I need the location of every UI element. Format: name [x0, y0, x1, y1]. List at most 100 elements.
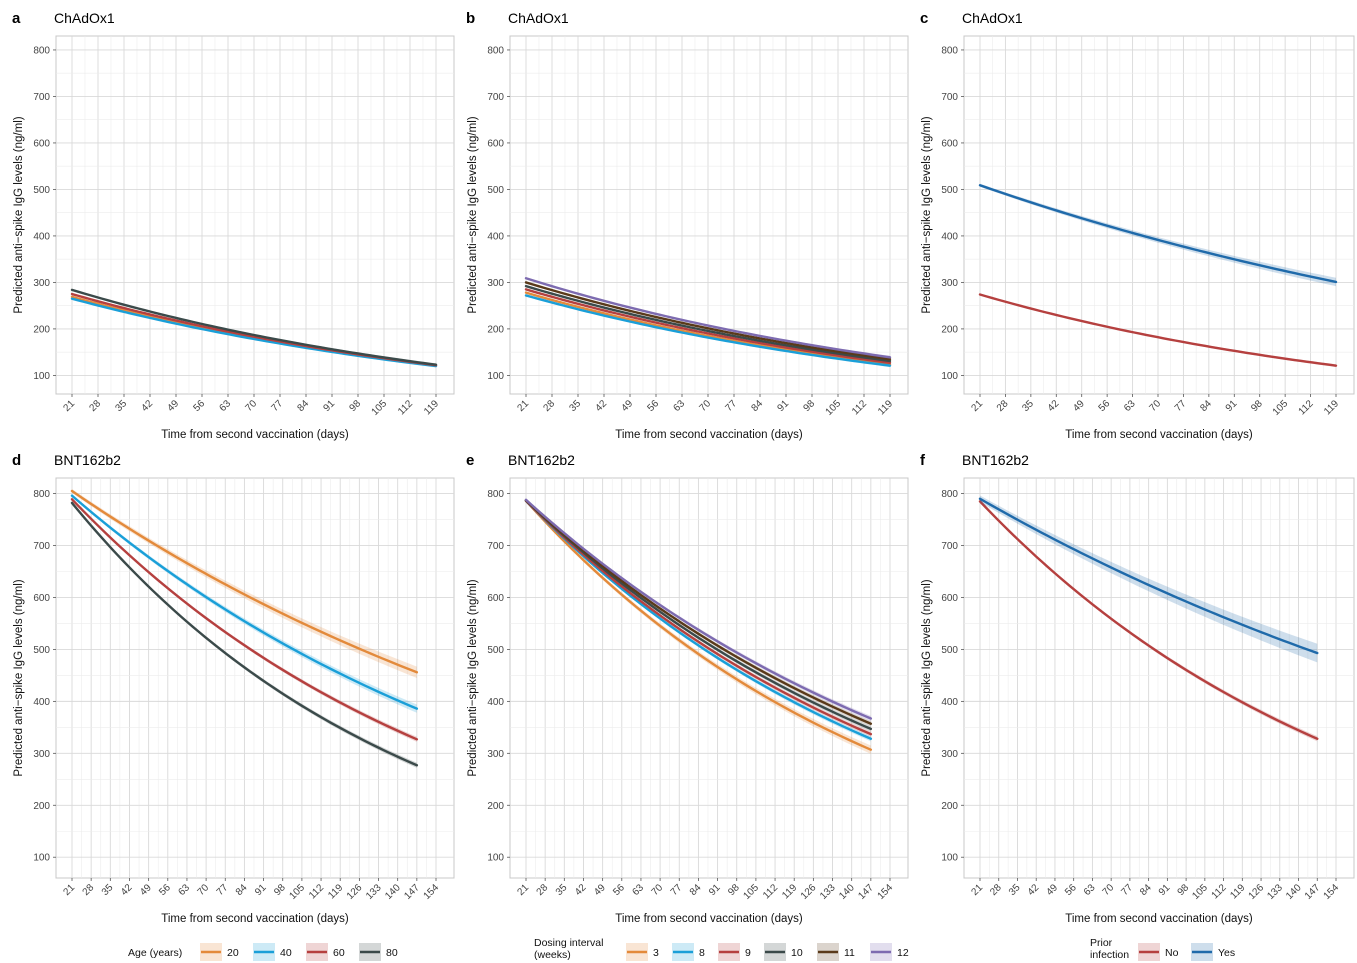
series-line-10: [524, 284, 892, 363]
x-tick-label: 56: [611, 882, 627, 898]
series-line-20: [70, 489, 419, 674]
series-line-11: [524, 499, 873, 725]
x-tick-label: 119: [422, 398, 441, 417]
legend-label-80: 80: [386, 947, 398, 959]
x-tick-label: 84: [1138, 882, 1154, 898]
legend-title: Age (years): [128, 947, 182, 959]
panel-title: ChAdOx1: [962, 10, 1023, 26]
x-tick-label: 119: [780, 882, 799, 901]
x-tick-label: 21: [61, 882, 77, 898]
y-axis-label: Predicted anti−spike IgG levels (ng/ml): [13, 579, 25, 776]
x-tick-label: 42: [593, 398, 609, 414]
x-tick-label: 56: [1063, 882, 1079, 898]
y-tick-label: 200: [941, 801, 958, 812]
x-tick-label: 140: [837, 882, 857, 902]
x-axis-label: Time from second vaccination (days): [161, 429, 349, 441]
x-tick-label: 70: [243, 398, 259, 414]
y-tick-label: 200: [941, 324, 958, 335]
y-tick-label: 700: [33, 541, 50, 552]
y-tick-label: 400: [487, 697, 504, 708]
x-axis-label: Time from second vaccination (days): [1065, 429, 1253, 441]
y-tick-label: 500: [33, 645, 50, 656]
series-line-10: [524, 499, 873, 731]
x-tick-label: 133: [364, 882, 384, 902]
y-tick-label: 200: [33, 324, 50, 335]
series-line-80: [70, 288, 438, 366]
x-tick-label: 77: [1173, 398, 1189, 414]
legend-title-cont: infection: [1090, 949, 1129, 961]
y-tick-label: 400: [33, 231, 50, 242]
y-tick-label: 200: [33, 801, 50, 812]
panel-c: 100 200 300 400 500 600 700 800 21 28 35 42 49 56 63 70…: [920, 10, 1355, 441]
y-tick-label: 500: [33, 185, 50, 196]
x-tick-label: 105: [287, 882, 307, 902]
y-tick-label: 700: [487, 541, 504, 552]
x-tick-label: 112: [1297, 398, 1316, 417]
x-tick-label: 112: [850, 398, 869, 417]
x-tick-label: 63: [1082, 882, 1098, 898]
y-tick-label: 300: [33, 278, 50, 289]
series-line-60: [70, 498, 419, 741]
y-tick-label: 100: [941, 853, 958, 864]
x-tick-label: 63: [217, 398, 233, 414]
series-line-Yes: [978, 184, 1338, 284]
y-tick-label: 300: [487, 749, 504, 760]
x-tick-label: 56: [1097, 398, 1113, 414]
x-tick-label: 28: [541, 398, 557, 414]
y-tick-label: 200: [487, 801, 504, 812]
x-tick-label: 112: [761, 882, 780, 901]
legend-label-40: 40: [280, 947, 292, 959]
y-axis-label: Predicted anti−spike IgG levels (ng/ml): [921, 116, 933, 313]
y-axis-label: Predicted anti−spike IgG levels (ng/ml): [921, 579, 933, 776]
x-tick-label: 91: [775, 398, 791, 414]
y-tick-label: 700: [941, 541, 958, 552]
series-line-11: [524, 281, 892, 361]
x-axis-label: Time from second vaccination (days): [615, 913, 803, 925]
x-tick-label: 49: [592, 882, 608, 898]
y-tick-label: 500: [941, 645, 958, 656]
x-tick-label: 70: [650, 882, 666, 898]
x-tick-label: 119: [1322, 398, 1341, 417]
x-tick-label: 63: [671, 398, 687, 414]
panel-a: 100 200 300 400 500 600 700 800 21 28 35 42 49 56 63 70…: [12, 10, 455, 441]
legend-title: Prior: [1090, 937, 1113, 949]
y-tick-label: 300: [941, 278, 958, 289]
y-tick-label: 100: [487, 371, 504, 382]
x-tick-label: 119: [1228, 882, 1247, 901]
x-tick-label: 133: [1265, 882, 1285, 902]
x-tick-label: 28: [87, 398, 103, 414]
x-tick-label: 112: [1210, 882, 1229, 901]
y-tick-label: 600: [487, 138, 504, 149]
series-line-40: [70, 494, 419, 710]
x-tick-label: 70: [697, 398, 713, 414]
x-tick-label: 147: [402, 882, 422, 902]
y-tick-label: 800: [487, 489, 504, 500]
x-tick-label: 77: [1119, 882, 1135, 898]
y-tick-label: 400: [487, 231, 504, 242]
x-axis-label: Time from second vaccination (days): [615, 429, 803, 441]
x-tick-label: 63: [176, 882, 192, 898]
x-tick-label: 28: [81, 882, 97, 898]
y-tick-label: 600: [487, 593, 504, 604]
legend-label-9: 9: [745, 947, 751, 959]
x-tick-label: 84: [749, 398, 765, 414]
series-line-9: [524, 499, 873, 736]
panel-b: 100 200 300 400 500 600 700 800 21 28 35 42 49 56 63 70…: [466, 10, 909, 441]
series-line-Yes: [978, 497, 1319, 655]
x-tick-label: 49: [1044, 882, 1060, 898]
panel-letter: b: [466, 10, 475, 27]
x-tick-label: 98: [347, 398, 363, 414]
gridlines: [56, 36, 454, 394]
x-tick-label: 77: [723, 398, 739, 414]
x-tick-label: 21: [969, 398, 985, 414]
panel-title: ChAdOx1: [508, 10, 569, 26]
x-tick-label: 119: [326, 882, 345, 901]
x-tick-label: 105: [741, 882, 761, 902]
y-tick-label: 600: [33, 593, 50, 604]
x-tick-label: 105: [1190, 882, 1210, 902]
x-tick-label: 98: [1176, 882, 1192, 898]
y-tick-label: 200: [487, 324, 504, 335]
x-tick-label: 49: [1071, 398, 1087, 414]
y-tick-label: 800: [33, 45, 50, 56]
